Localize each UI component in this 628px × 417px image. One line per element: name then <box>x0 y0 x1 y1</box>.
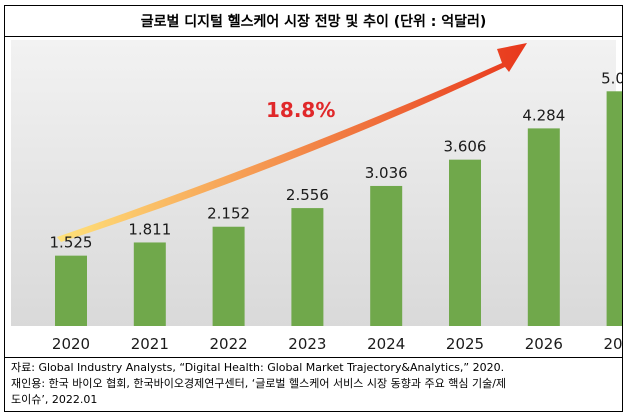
value-label-2021: 1.811 <box>128 220 171 238</box>
title-row: 글로벌 디지털 헬스케어 시장 전망 및 추이 (단위 : 억달러) <box>5 6 622 37</box>
bar-2021 <box>133 242 166 326</box>
value-labels: 1.525 1.811 2.152 2.556 3.036 3.606 4.284 5.088 <box>50 69 628 252</box>
source-note: 자료: Global Industry Analysts, “Digital H… <box>5 357 622 412</box>
x-tick-2022: 2022 <box>210 335 248 353</box>
value-label-2025: 3.606 <box>444 138 487 156</box>
bar-2025 <box>449 159 481 326</box>
chart-frame: 글로벌 디지털 헬스케어 시장 전망 및 추이 (단위 : 억달러) 18.8%… <box>4 5 628 412</box>
chart-title: 글로벌 디지털 헬스케어 시장 전망 및 추이 (단위 : 억달러) <box>140 14 487 30</box>
value-label-2024: 3.036 <box>365 164 408 182</box>
value-label-2022: 2.152 <box>207 205 250 223</box>
growth-arrow <box>57 43 527 242</box>
source-line-3: 도이슈’, 2022.01 <box>11 393 98 406</box>
value-label-2027: 5.088 <box>601 69 622 87</box>
value-label-2026: 4.284 <box>522 106 565 124</box>
bar-2023 <box>291 208 324 326</box>
x-tick-2024: 2024 <box>367 335 405 353</box>
x-tick-labels: 2020 2021 2022 2023 2024 2025 2026 2027 <box>52 335 628 353</box>
x-tick-2020: 2020 <box>52 335 90 353</box>
bar-2026 <box>527 128 560 326</box>
x-tick-2025: 2025 <box>446 335 484 353</box>
bar-2024 <box>370 185 403 326</box>
x-tick-2027: 2027 <box>604 335 622 353</box>
x-tick-2021: 2021 <box>131 335 169 353</box>
source-line-2: 재인용: 한국 바이오 협회, 한국바이오경제연구센터, ‘글로벌 헬스케어 서… <box>11 377 507 390</box>
chart-area: 18.8% 1.525 1.811 2.152 2.556 3.036 3.606 4.28… <box>5 36 628 358</box>
x-tick-2023: 2023 <box>288 335 326 353</box>
value-label-2023: 2.556 <box>286 186 329 204</box>
bar-2027 <box>606 91 628 326</box>
value-label-2020: 1.525 <box>50 234 93 252</box>
bars <box>55 91 628 326</box>
bar-2022 <box>212 226 245 326</box>
growth-rate-label: 18.8% <box>266 98 335 122</box>
bar-2020 <box>55 255 87 326</box>
source-line-1: 자료: Global Industry Analysts, “Digital H… <box>11 361 505 374</box>
x-tick-2026: 2026 <box>525 335 563 353</box>
bar-chart: 18.8% 1.525 1.811 2.152 2.556 3.036 3.606 4.28… <box>11 40 628 353</box>
